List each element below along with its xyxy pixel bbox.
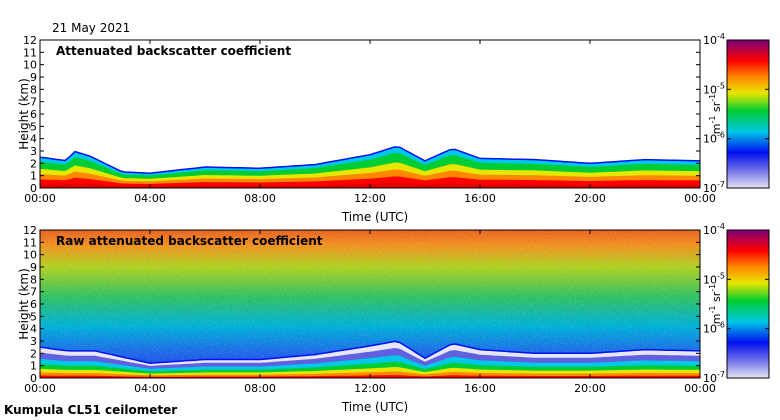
y-tick-label: 1 (30, 360, 37, 373)
colorbar-unit-label: m-1 sr-1 (708, 284, 723, 324)
x-ticks-2: 00:00 04:00 08:00 12:00 16:00 20:00 00:00 (24, 230, 716, 395)
panel-title-1: Attenuated backscatter coefficient (56, 44, 291, 58)
x-tick-label: 00:00 (24, 382, 56, 395)
colorbar-gradient (726, 39, 770, 189)
x-tick-label: 08:00 (244, 382, 276, 395)
x-axis-label-1: Time (UTC) (341, 210, 408, 224)
x-tick-label: 20:00 (574, 382, 606, 395)
y-tick-label: 12 (23, 224, 37, 237)
y-axis-label-1: Height (km) (17, 78, 31, 149)
x-tick-label: 04:00 (134, 382, 166, 395)
y-tick-label: 9 (30, 261, 37, 274)
y-tick-label: 2 (30, 157, 37, 170)
y-tick-label: 5 (30, 120, 37, 133)
colorbar-gradient (726, 229, 770, 379)
y-tick-label: 11 (23, 236, 37, 249)
y-tick-label: 9 (30, 71, 37, 84)
heatmap-2 (40, 340, 700, 378)
x-tick-label: 12:00 (354, 382, 386, 395)
x-tick-label: 20:00 (574, 192, 606, 205)
y-tick-label: 8 (30, 83, 37, 96)
y-tick-label: 7 (30, 286, 37, 299)
y-tick-label: 0 (30, 372, 37, 385)
colorbar-tick-label: 10-5 (703, 271, 725, 286)
y-tick-label: 4 (30, 323, 37, 336)
layer-top-line (40, 340, 700, 364)
y-tick-label: 8 (30, 273, 37, 286)
y-axis-label-2: Height (km) (17, 268, 31, 339)
colorbar-tick-label: 10-5 (703, 81, 725, 96)
y-tick-label: 2 (30, 347, 37, 360)
date-label: 21 May 2021 (52, 21, 130, 35)
colorbar-2: 10-4 10-5 10-6 10-7 m-1 sr-1 (703, 222, 770, 385)
y-tick-label: 0 (30, 182, 37, 195)
colorbar-tick-label: 10-4 (703, 32, 725, 47)
colorbar-tick-label: 10-6 (703, 131, 725, 146)
colorbar-1: 10-4 10-5 10-6 10-7 m-1 sr-1 (703, 32, 770, 195)
x-tick-label: 16:00 (464, 382, 496, 395)
y-tick-label: 6 (30, 108, 37, 121)
panel-title-2: Raw attenuated backscatter coefficient (56, 234, 323, 248)
x-tick-label: 00:00 (684, 192, 716, 205)
y-tick-label: 12 (23, 34, 37, 47)
x-axis-label-2: Time (UTC) (341, 400, 408, 414)
x-ticks-1: 00:00 04:00 08:00 12:00 16:00 20:00 00:00 (24, 40, 716, 205)
layer-top-line (40, 146, 700, 174)
x-tick-label: 08:00 (244, 192, 276, 205)
colorbar-tick-label: 10-4 (703, 222, 725, 237)
y-tick-label: 7 (30, 96, 37, 109)
y-tick-label: 4 (30, 133, 37, 146)
y-tick-label: 6 (30, 298, 37, 311)
y-tick-label: 3 (30, 145, 37, 158)
x-tick-label: 16:00 (464, 192, 496, 205)
y-tick-label: 10 (23, 249, 37, 262)
colorbar-tick-label: 10-7 (703, 180, 725, 195)
colorbar-tick-label: 10-6 (703, 321, 725, 336)
heatmap-1 (40, 146, 700, 188)
y-tick-label: 10 (23, 59, 37, 72)
y-tick-label: 1 (30, 170, 37, 183)
y-tick-label: 3 (30, 335, 37, 348)
colorbar-unit-label: m-1 sr-1 (708, 94, 723, 134)
y-tick-label: 5 (30, 310, 37, 323)
y-tick-label: 11 (23, 46, 37, 59)
x-tick-label: 12:00 (354, 192, 386, 205)
colorbar-tick-label: 10-7 (703, 370, 725, 385)
x-tick-label: 04:00 (134, 192, 166, 205)
x-tick-label: 00:00 (24, 192, 56, 205)
station-label: Kumpula CL51 ceilometer (4, 403, 177, 417)
x-tick-label: 00:00 (684, 382, 716, 395)
